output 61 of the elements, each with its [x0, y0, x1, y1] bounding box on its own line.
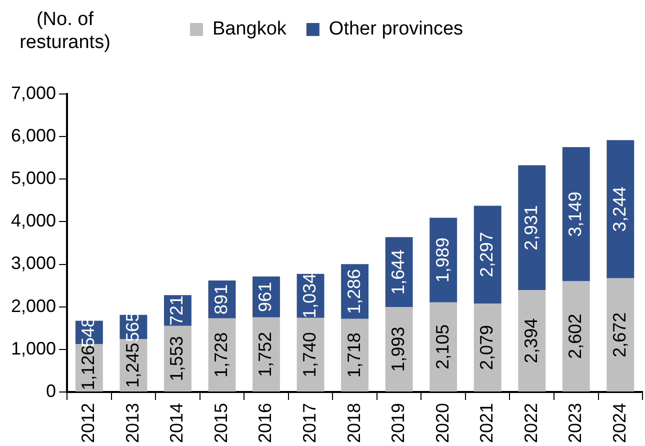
data-label: 2,105 — [432, 324, 452, 370]
data-label: 721 — [166, 295, 187, 326]
data-label: 1,034 — [299, 273, 320, 318]
bar — [474, 206, 502, 304]
data-label: 1,286 — [344, 268, 364, 314]
bar — [518, 290, 546, 392]
data-label: 1,752 — [255, 332, 276, 377]
bar — [562, 147, 590, 282]
y-tick-label: 7,000 — [10, 82, 56, 103]
x-tick-label: 2015 — [210, 402, 231, 444]
data-label: 1,728 — [210, 332, 231, 378]
y-tick-label: 0 — [46, 380, 56, 401]
data-label: 1,245 — [122, 342, 142, 388]
data-label: 1,993 — [388, 326, 408, 372]
x-tick-label: 2012 — [78, 402, 98, 444]
bar — [606, 140, 634, 278]
x-tick-label: 2023 — [565, 402, 586, 444]
x-tick-label: 2017 — [299, 402, 320, 444]
x-tick-label: 2024 — [609, 402, 630, 444]
bar — [385, 307, 413, 392]
x-tick-label: 2020 — [432, 402, 452, 444]
data-label: 2,297 — [476, 232, 497, 278]
legend-label: Bangkok — [212, 18, 287, 40]
x-tick-label: 2018 — [344, 402, 364, 444]
data-label: 2,602 — [565, 314, 586, 359]
data-label: 891 — [210, 284, 231, 314]
data-label: 1,718 — [344, 332, 364, 378]
bar — [562, 281, 590, 392]
y-tick-label: 1,000 — [10, 338, 56, 358]
data-label: 2,931 — [520, 205, 541, 250]
x-tick-label: 2021 — [476, 402, 497, 444]
data-label: 2,394 — [520, 318, 541, 364]
bar — [341, 318, 369, 392]
data-label: 1,553 — [166, 336, 187, 382]
x-tick-label: 2016 — [255, 402, 276, 444]
data-label: 1,740 — [299, 332, 320, 378]
data-label: 1,989 — [432, 238, 452, 283]
data-label: 2,672 — [609, 312, 630, 358]
x-tick-label: 2019 — [388, 402, 408, 444]
y-tick-label: 4,000 — [10, 210, 56, 231]
bar — [474, 303, 502, 392]
y-tick-label: 2,000 — [10, 296, 56, 316]
bar — [518, 165, 546, 290]
bar — [252, 317, 280, 392]
y-axis-title: (No. of resturants) — [18, 8, 112, 54]
data-label: 1,644 — [388, 250, 408, 295]
data-label: 1,126 — [78, 345, 98, 390]
x-tick-label: 2013 — [122, 402, 142, 444]
bar — [430, 302, 458, 392]
x-tick-label: 2014 — [166, 402, 187, 444]
y-tick-label: 3,000 — [10, 253, 56, 274]
data-label: 3,149 — [565, 192, 586, 237]
y-tick-label: 5,000 — [10, 168, 56, 188]
x-tick-label: 2022 — [520, 402, 541, 444]
data-label: 961 — [255, 282, 276, 312]
data-label: 3,244 — [609, 186, 630, 232]
legend-label: Other provinces — [328, 18, 464, 40]
y-tick-label: 6,000 — [10, 126, 56, 146]
data-label: 2,079 — [476, 324, 497, 370]
bar — [606, 278, 634, 392]
bar — [430, 218, 458, 302]
